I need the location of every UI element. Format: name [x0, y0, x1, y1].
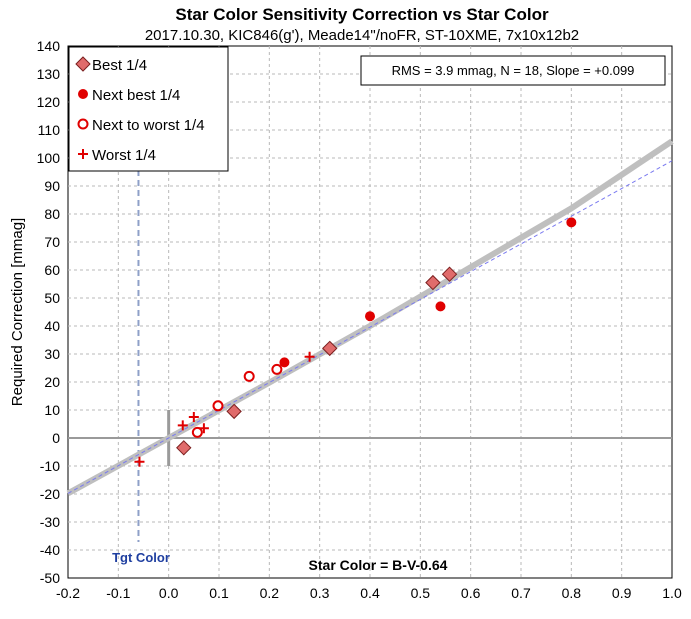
y-tick-label: 90: [44, 178, 60, 194]
legend-label: Next best 1/4: [92, 87, 180, 104]
data-point: [279, 357, 290, 368]
y-tick-label: 40: [44, 318, 60, 334]
y-tick-label: 130: [37, 66, 61, 82]
x-tick-label: 0.0: [159, 585, 179, 601]
data-point: [198, 423, 209, 434]
x-tick-label: 0.9: [612, 585, 632, 601]
y-tick-label: 70: [44, 234, 60, 250]
fit-layer: [66, 138, 674, 497]
y-tick-label: 30: [44, 346, 60, 362]
stats-box: RMS = 3.9 mmag, N = 18, Slope = +0.099: [360, 55, 666, 86]
y-axis-label: Required Correction [mmag]: [9, 218, 26, 406]
y-tick-label: -20: [40, 486, 60, 502]
axis-layer: -0.2 -0.1 0.0 0.1 0.2 0.3 0.4 0.5 0.6 0.7 0.8 0.9 1.…: [37, 38, 682, 601]
x-axis-label: Star Color = B-V-0.64: [309, 557, 448, 573]
data-point: [566, 217, 577, 228]
data-point: [226, 403, 242, 420]
point-layer: [134, 217, 577, 467]
x-tick-label: 0.1: [209, 585, 229, 601]
data-point: [177, 420, 188, 431]
x-tick-label: 0.7: [511, 585, 531, 601]
target-color-label: Tgt Color: [112, 550, 170, 565]
y-tick-label: -40: [40, 542, 60, 558]
grid-layer: [67, 45, 673, 579]
linear-fit-line: [67, 160, 673, 494]
x-tick-label: 0.3: [310, 585, 330, 601]
data-point: [322, 340, 338, 357]
legend-label: Next to worst 1/4: [92, 117, 205, 134]
y-tick-label: -50: [40, 570, 60, 586]
x-tick-label: 0.5: [411, 585, 431, 601]
data-point: [304, 351, 315, 362]
data-point: [176, 440, 192, 456]
data-point: [212, 400, 224, 412]
data-point: [243, 370, 255, 382]
legend-label: Worst 1/4: [92, 147, 156, 164]
data-point: [441, 266, 458, 282]
y-tick-label: 0: [52, 430, 60, 446]
y-tick-label: -10: [40, 458, 60, 474]
y-tick-label: -30: [40, 514, 60, 530]
chart-subtitle: 2017.10.30, KIC846(g'), Meade14"/noFR, S…: [145, 27, 579, 44]
x-tick-label: -0.2: [56, 585, 80, 601]
y-tick-label: 100: [37, 150, 61, 166]
data-point: [365, 311, 375, 322]
x-tick-label: 0.8: [562, 585, 582, 601]
x-tick-label: 1.0: [662, 585, 682, 601]
stats-text: RMS = 3.9 mmag, N = 18, Slope = +0.099: [392, 63, 635, 78]
x-tick-label: 0.2: [260, 585, 280, 601]
data-point: [425, 274, 441, 291]
y-tick-label: 60: [44, 262, 60, 278]
legend-label: Best 1/4: [92, 57, 147, 74]
y-tick-label: 120: [37, 94, 61, 110]
data-point: [271, 363, 283, 375]
x-tick-label: 0.4: [360, 585, 380, 601]
legend-marker: [78, 149, 88, 159]
data-point: [134, 456, 145, 467]
y-tick-label: 50: [44, 290, 60, 306]
legend-marker: [77, 118, 89, 130]
data-point: [191, 426, 203, 438]
legend-marker: [75, 56, 91, 72]
legend-box: [68, 46, 229, 172]
legend: Best 1/4 Next best 1/4 Next to worst 1/4 Wo…: [68, 46, 229, 172]
chart-title: Star Color Sensitivity Correction vs Sta…: [175, 5, 549, 24]
x-tick-label: 0.6: [461, 585, 481, 601]
y-tick-label: 140: [37, 38, 61, 54]
x-tick-label: -0.1: [106, 585, 130, 601]
legend-marker: [78, 89, 88, 99]
data-point: [188, 412, 199, 422]
y-tick-label: 80: [44, 206, 60, 222]
y-tick-label: 110: [38, 122, 61, 138]
y-tick-label: 20: [44, 374, 60, 390]
y-tick-label: 10: [44, 402, 60, 418]
data-point: [435, 301, 446, 312]
